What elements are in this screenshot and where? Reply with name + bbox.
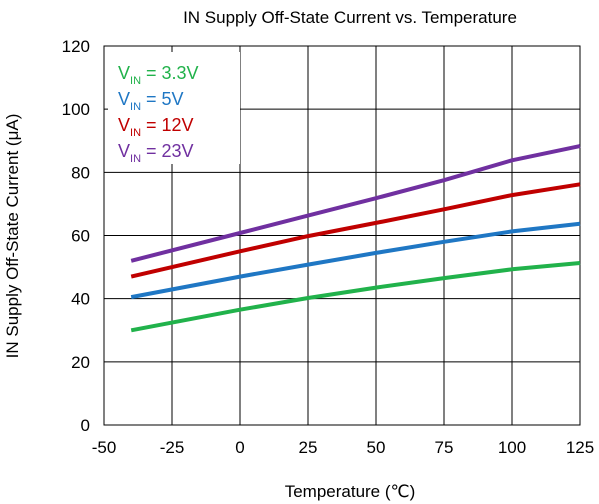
legend-entry: VIN = 12V	[118, 115, 194, 139]
legend-entry: VIN = 5V	[118, 89, 184, 113]
series-line	[130, 221, 581, 300]
y-tick-label: 80	[71, 163, 90, 182]
y-tick-label: 120	[62, 37, 90, 56]
x-tick-label: 25	[299, 438, 318, 457]
series-line	[130, 261, 581, 333]
x-axis-ticks: -50 -25 0 25 50 75 100 125	[92, 438, 594, 457]
x-tick-label: -50	[92, 438, 117, 457]
x-tick-label: -25	[160, 438, 185, 457]
y-axis-label: IN Supply Off-State Current (μA)	[3, 114, 22, 359]
y-tick-label: 20	[71, 353, 90, 372]
legend-background	[108, 52, 240, 164]
series-line	[130, 182, 581, 279]
x-tick-label: 75	[435, 438, 454, 457]
y-tick-label: 100	[62, 100, 90, 119]
grid-lines	[103, 45, 581, 426]
y-axis-ticks: 0 20 40 60 80 100 120	[62, 37, 90, 435]
plot-area-frame	[103, 45, 581, 426]
series-line	[130, 144, 581, 263]
x-tick-label: 0	[235, 438, 244, 457]
chart-title: IN Supply Off-State Current vs. Temperat…	[183, 8, 517, 27]
legend-entry: VIN = 23V	[118, 141, 194, 165]
y-tick-label: 60	[71, 227, 90, 246]
legend-entry: VIN = 3.3V	[118, 63, 199, 87]
y-tick-label: 0	[81, 416, 90, 435]
x-tick-label: 125	[566, 438, 594, 457]
x-axis-label: Temperature (℃)	[285, 482, 416, 501]
series-lines	[130, 144, 581, 333]
x-tick-label: 50	[367, 438, 386, 457]
y-tick-label: 40	[71, 290, 90, 309]
x-tick-label: 100	[498, 438, 526, 457]
